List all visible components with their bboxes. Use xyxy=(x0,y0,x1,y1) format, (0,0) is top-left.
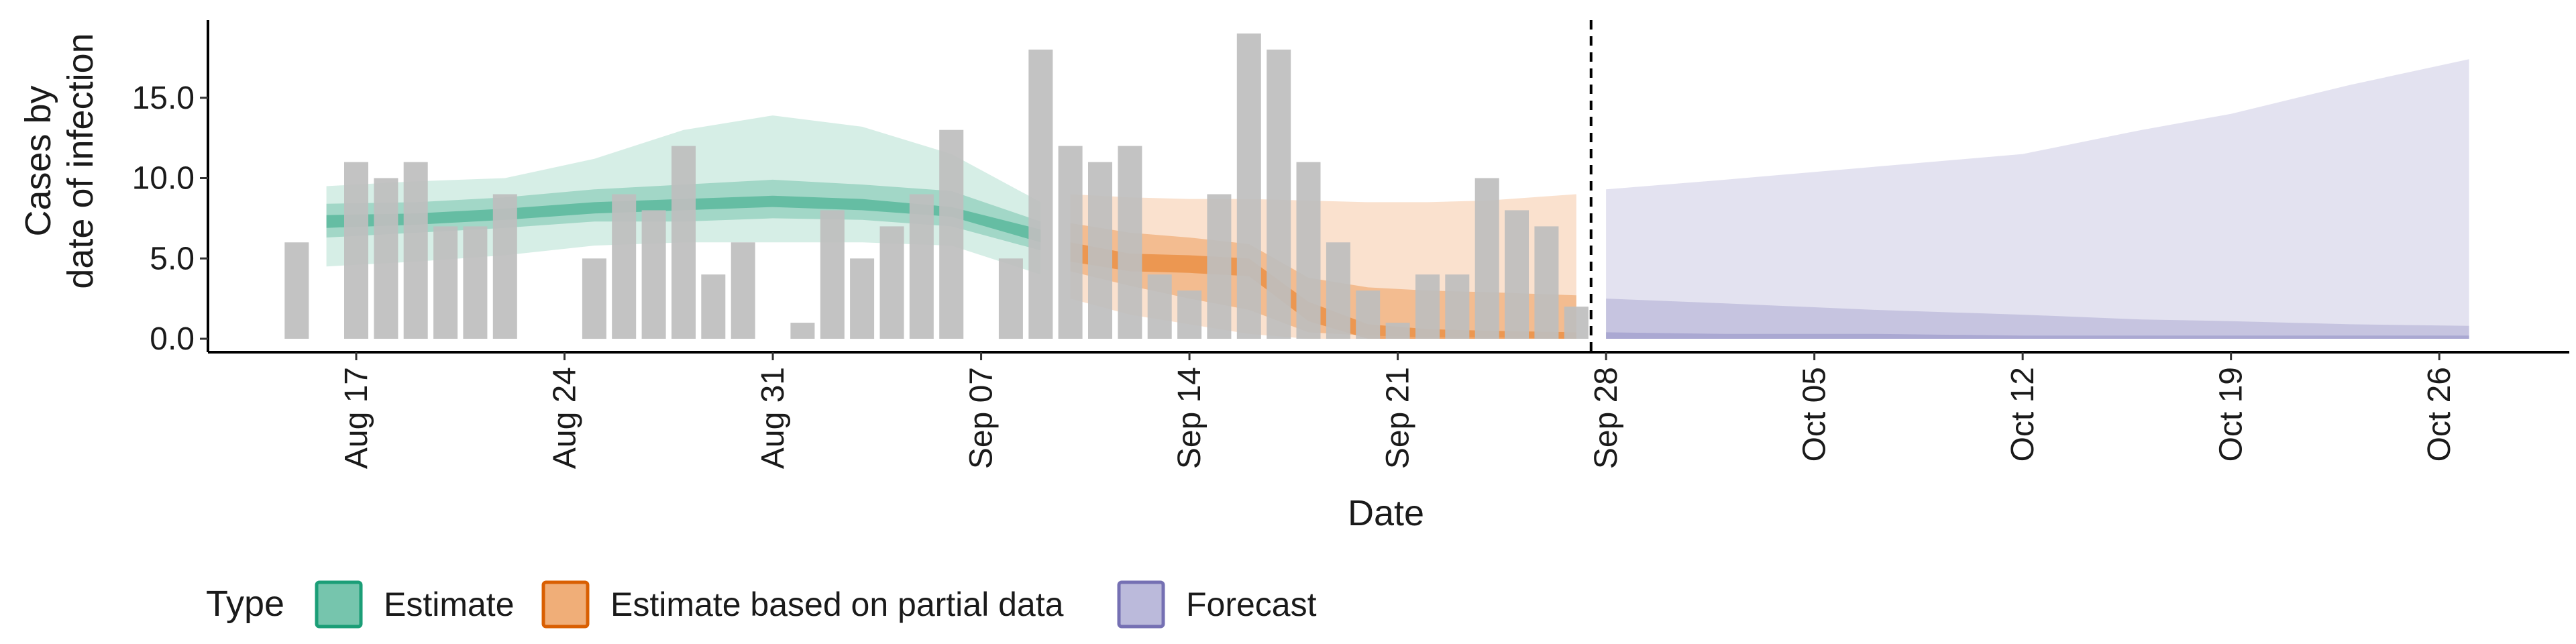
y-tick-label: 0.0 xyxy=(150,321,195,357)
band-2-3 xyxy=(1070,242,1576,339)
band-3-1 xyxy=(1606,59,2469,339)
case-bar xyxy=(1296,162,1321,339)
case-bar xyxy=(1445,274,1470,339)
band-1-3 xyxy=(326,195,1041,243)
y-axis-label-line-2: date of infection xyxy=(60,33,101,288)
y-tick-label: 15.0 xyxy=(132,80,195,116)
x-tick-label: Sep 28 xyxy=(1589,367,1624,469)
case-bar xyxy=(820,210,845,339)
case-bar xyxy=(492,194,517,339)
x-tick-label: Oct 12 xyxy=(2005,367,2041,462)
observed-case-bars xyxy=(284,33,1589,339)
case-bar xyxy=(1474,178,1499,339)
case-bar xyxy=(612,194,637,339)
band-3-3 xyxy=(1606,332,2469,339)
legend-swatch xyxy=(541,580,590,629)
case-bar xyxy=(790,323,815,339)
legend-title: Type xyxy=(206,584,284,624)
case-bar xyxy=(433,226,458,339)
case-bar xyxy=(909,194,934,339)
x-tick-label: Sep 21 xyxy=(1381,367,1416,469)
case-bar xyxy=(1534,226,1559,339)
x-tick-label: Aug 17 xyxy=(339,367,374,469)
legend: Type Estimate Estimate based on partial d… xyxy=(206,580,1317,629)
case-bar xyxy=(1207,194,1232,339)
case-bar xyxy=(582,258,606,339)
case-bar xyxy=(879,226,904,339)
x-tick-label: Oct 05 xyxy=(1797,367,1833,462)
case-bar xyxy=(641,210,666,339)
x-tick-label: Oct 19 xyxy=(2214,367,2249,462)
case-bar xyxy=(850,258,875,339)
case-bar xyxy=(284,242,309,339)
legend-swatch xyxy=(315,580,363,629)
x-axis-label: Date xyxy=(1348,493,1424,533)
case-bar xyxy=(344,162,368,339)
case-bar xyxy=(701,274,726,339)
band-3-2 xyxy=(1606,299,2469,339)
legend-item-label: Estimate xyxy=(384,586,515,623)
band-group-3 xyxy=(1606,59,2469,339)
band-group-2 xyxy=(1070,194,1576,339)
x-tick-label: Aug 24 xyxy=(547,367,583,469)
case-bar xyxy=(1177,290,1202,339)
case-bar xyxy=(374,178,398,339)
case-bar xyxy=(1564,307,1589,339)
x-tick-label: Sep 07 xyxy=(964,367,1000,469)
case-bar xyxy=(1118,146,1142,339)
x-tick-label: Oct 26 xyxy=(2422,367,2457,462)
case-bar xyxy=(1147,274,1172,339)
case-bar xyxy=(1385,323,1410,339)
case-bar xyxy=(1356,290,1381,339)
y-axis-label-line-1: Cases by xyxy=(18,85,58,236)
legend-swatch xyxy=(1117,580,1165,629)
legend-item-label: Estimate based on partial data xyxy=(610,586,1064,623)
case-bar xyxy=(1415,274,1440,339)
case-bar xyxy=(403,162,428,339)
x-tick-label: Aug 31 xyxy=(755,367,791,469)
case-bar xyxy=(998,258,1023,339)
case-bar xyxy=(731,242,755,339)
case-bar xyxy=(939,129,964,339)
case-bar xyxy=(1088,162,1112,339)
case-bar xyxy=(1236,33,1261,339)
legend-item-label: Forecast xyxy=(1186,586,1317,623)
case-bar xyxy=(672,146,696,339)
x-tick-label: Sep 14 xyxy=(1172,367,1208,469)
case-bar xyxy=(1267,49,1291,339)
case-bar xyxy=(1058,146,1083,339)
case-bar xyxy=(1326,242,1350,339)
y-tick-label: 5.0 xyxy=(150,241,195,276)
axes: 0.0 5.0 10.0 15.0 Aug 17 Aug 24 Aug 31 Sep 07 Se… xyxy=(132,20,2569,469)
case-bar xyxy=(1028,49,1053,339)
case-bar xyxy=(1505,210,1529,339)
y-tick-label: 10.0 xyxy=(132,161,195,197)
case-bar xyxy=(463,226,488,339)
